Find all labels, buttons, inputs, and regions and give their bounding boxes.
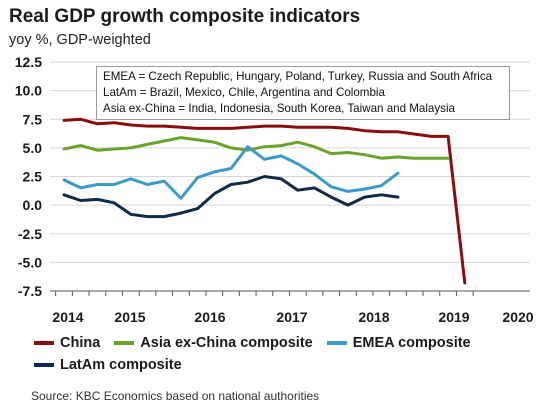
y-tick-label: 7.5	[23, 111, 43, 127]
annotation-asia: Asia ex-China = India, Indonesia, South …	[103, 102, 456, 115]
legend-item-china: China	[34, 335, 100, 351]
y-tick-label: 12.5	[15, 54, 42, 70]
region-definitions-box: EMEA = Czech Republic, Hungary, Poland, …	[96, 66, 510, 120]
series-line-latam	[62, 175, 400, 219]
x-tick-label: 2015	[114, 309, 145, 325]
x-tick-label: 2019	[438, 309, 469, 325]
legend-swatch-asia	[114, 341, 135, 345]
legend-swatch-china	[34, 341, 54, 345]
legend-swatch-latam	[34, 363, 54, 367]
y-tick-label: -7.5	[18, 283, 42, 299]
legend-label-latam: LatAm composite	[60, 357, 182, 373]
series-line-emea	[62, 145, 400, 200]
y-tick-label: 0.0	[23, 197, 43, 213]
legend-label-china: China	[60, 335, 101, 351]
series-line-asia	[62, 136, 450, 160]
annotation-emea: EMEA = Czech Republic, Hungary, Poland, …	[103, 70, 493, 83]
y-tick-label: 10.0	[15, 83, 42, 99]
annotation-latam: LatAm = Brazil, Mexico, Chile, Argentina…	[103, 86, 385, 99]
x-tick-label: 2020	[502, 309, 533, 325]
x-tick-label: 2017	[276, 309, 307, 325]
source-note: Source: KBC Economics based on national …	[31, 389, 320, 403]
y-tick-label: -2.5	[18, 226, 42, 242]
legend-item-asia: Asia ex-China composite	[114, 335, 313, 351]
y-tick-label: 2.5	[23, 169, 43, 185]
y-tick-label: 5.0	[23, 140, 43, 156]
chart-legend: China Asia ex-China composite EMEA compo…	[34, 332, 534, 376]
x-tick-label: 2018	[358, 309, 389, 325]
chart-title: Real GDP growth composite indicators	[9, 6, 361, 27]
x-tick-label: 2016	[194, 309, 225, 325]
legend-label-asia: Asia ex-China composite	[140, 335, 313, 351]
legend-item-latam: LatAm composite	[34, 357, 182, 373]
legend-label-emea: EMEA composite	[352, 335, 471, 351]
y-tick-label: -5.0	[18, 254, 42, 270]
x-tick-label: 2014	[52, 309, 83, 325]
chart-subtitle: yoy %, GDP-weighted	[9, 32, 151, 48]
legend-item-emea: EMEA composite	[326, 335, 471, 351]
series-line-china	[62, 117, 467, 285]
legend-swatch-emea	[326, 341, 347, 345]
